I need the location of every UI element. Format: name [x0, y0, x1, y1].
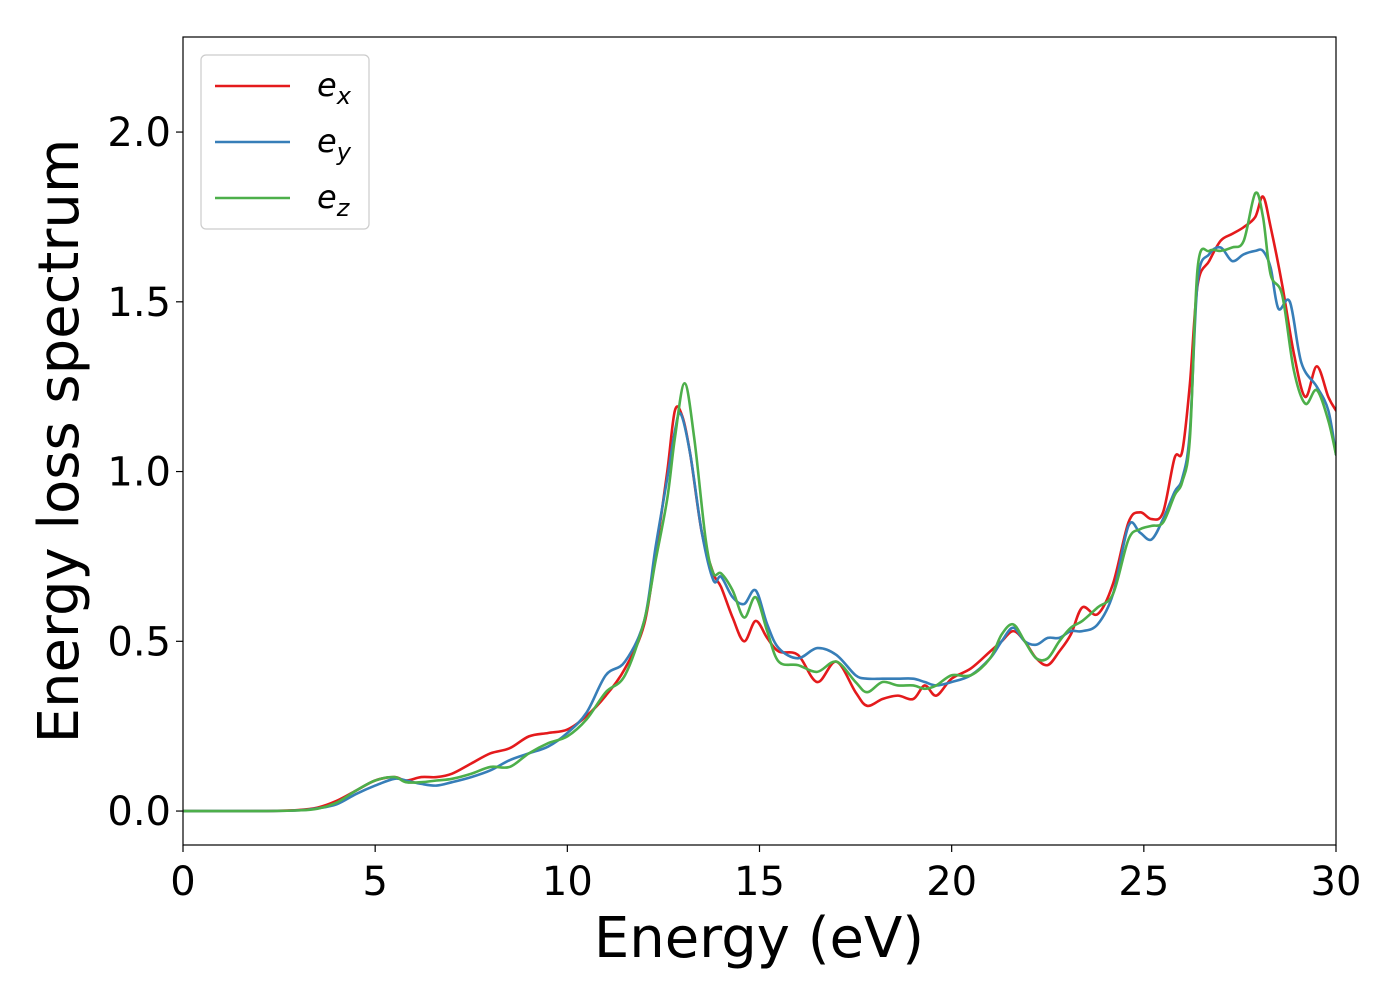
legend-label: ez: [317, 178, 351, 222]
legend-label-subscript: y: [336, 138, 352, 166]
x-axis-ticks: 0 5 10 15 20 25 30: [170, 845, 1361, 905]
legend-label: ex: [317, 66, 352, 110]
legend-label: ey: [317, 122, 352, 166]
x-tick-label: 30: [1311, 859, 1362, 905]
y-axis-ticks: 0.0 0.5 1.0 1.5 2.0: [107, 110, 183, 835]
x-tick-label: 25: [1118, 859, 1169, 905]
series-line-e-z: [183, 191, 1336, 813]
y-tick-label: 0.0: [107, 789, 171, 835]
y-tick-label: 1.0: [107, 450, 171, 496]
series-layer: [183, 191, 1336, 813]
legend-label-subscript: z: [336, 194, 351, 222]
y-tick-label: 1.5: [107, 280, 171, 326]
x-tick-label: 10: [542, 859, 593, 905]
x-tick-label: 20: [926, 859, 977, 905]
y-tick-label: 0.5: [107, 619, 171, 665]
x-axis-title: Energy (eV): [594, 906, 924, 971]
legend-label-subscript: x: [336, 82, 352, 110]
x-tick-label: 0: [170, 859, 195, 905]
x-tick-label: 5: [362, 859, 387, 905]
y-tick-label: 2.0: [107, 110, 171, 156]
x-tick-label: 15: [734, 859, 785, 905]
legend-label-main: e: [317, 122, 337, 160]
legend-label-main: e: [317, 178, 337, 216]
legend-label-main: e: [317, 66, 337, 104]
y-axis-title: Energy loss spectrum: [27, 139, 92, 744]
